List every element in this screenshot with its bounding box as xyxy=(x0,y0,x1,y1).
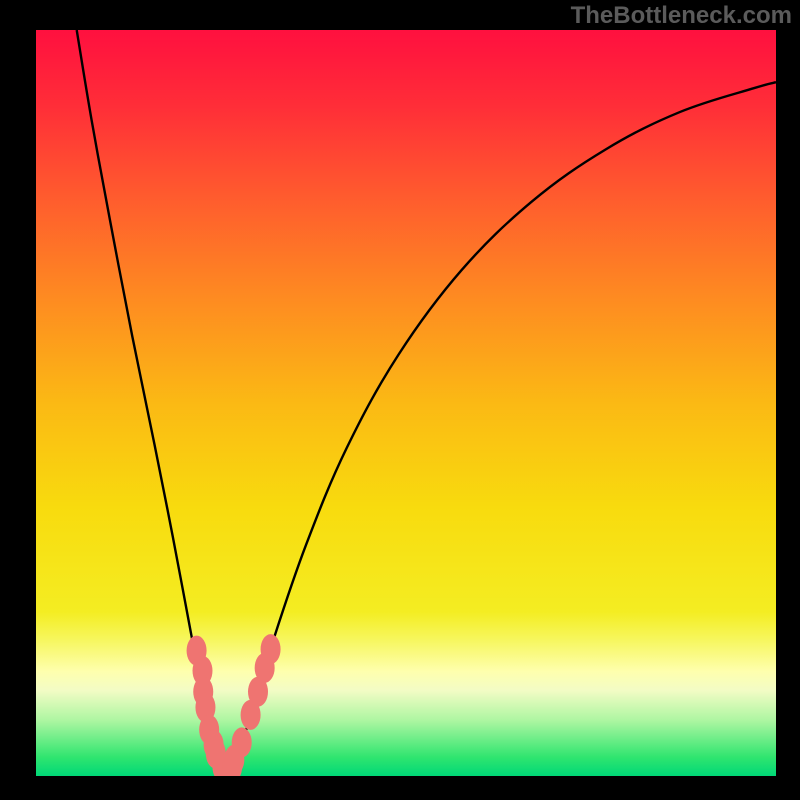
chart-svg xyxy=(36,30,776,776)
plot-area xyxy=(36,30,776,776)
data-marker xyxy=(232,727,252,757)
data-marker xyxy=(261,634,281,664)
curve-right xyxy=(227,82,776,772)
data-markers xyxy=(187,634,281,776)
chart-stage: TheBottleneck.com xyxy=(0,0,800,800)
watermark-text: TheBottleneck.com xyxy=(571,2,792,30)
